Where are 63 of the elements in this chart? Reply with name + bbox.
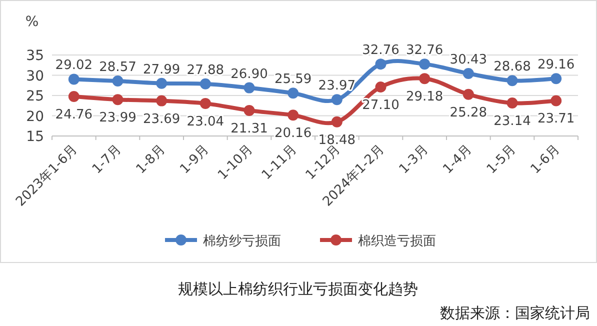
data-label: 30.43 — [450, 52, 488, 68]
data-label: 28.57 — [99, 60, 136, 76]
point — [375, 58, 386, 70]
data-label: 27.99 — [142, 62, 180, 78]
legend-label: 棉织造亏损面 — [358, 234, 436, 249]
x-tick-label: 1-4月 — [440, 142, 476, 178]
x-tick-label: 1-7月 — [90, 142, 125, 178]
data-label: 23.04 — [186, 114, 224, 130]
data-label: 29.18 — [406, 90, 444, 105]
x-tick-label: 1-3月 — [396, 142, 432, 178]
point — [506, 75, 518, 86]
data-label: 25.28 — [450, 105, 488, 120]
y-axis-title: % — [25, 14, 39, 30]
point — [462, 88, 474, 100]
y-tick-label: 15 — [26, 129, 44, 145]
text: 规模以上棉纺织行业亏损面变化趋势 — [178, 280, 418, 298]
data-label: 26.90 — [230, 66, 268, 82]
point — [156, 95, 168, 106]
data-label: 27.88 — [186, 62, 224, 78]
point — [550, 95, 562, 106]
point — [156, 78, 168, 89]
point — [244, 104, 255, 116]
point — [288, 110, 299, 121]
point — [331, 94, 342, 106]
point — [68, 90, 80, 102]
data-label: 29.02 — [55, 58, 93, 74]
source-note: 数据来源：国家统计局 — [440, 304, 590, 322]
point — [288, 88, 299, 99]
point — [375, 81, 386, 92]
data-label: 27.10 — [362, 98, 400, 113]
data-label: 32.76 — [362, 43, 400, 58]
x-tick-label: 1-6月 — [528, 142, 563, 178]
data-label: 32.76 — [406, 43, 444, 58]
point — [331, 116, 342, 128]
point — [244, 82, 255, 94]
data-label: 23.99 — [99, 110, 136, 126]
x-tick-label: 1-8月 — [134, 142, 168, 178]
point — [112, 94, 124, 106]
data-label: 28.68 — [494, 60, 531, 75]
point — [506, 98, 518, 109]
y-tick-label: 25 — [26, 88, 44, 104]
data-label: 20.16 — [274, 126, 312, 142]
data-label: 29.16 — [537, 58, 575, 73]
data-label: 25.59 — [274, 72, 312, 88]
y-tick-label: 35 — [26, 48, 44, 64]
point — [550, 73, 562, 84]
point — [200, 78, 211, 90]
data-label: 23.14 — [494, 114, 531, 130]
data-label: 23.71 — [537, 112, 575, 127]
point — [200, 98, 211, 109]
data-label: 23.69 — [142, 112, 180, 127]
point — [68, 74, 80, 85]
point — [462, 68, 474, 80]
y-tick-label: 30 — [26, 68, 44, 84]
point — [419, 73, 430, 84]
point — [419, 58, 430, 70]
x-tick-label: 1-9月 — [177, 142, 212, 178]
x-tick-label: 1-5月 — [484, 142, 520, 178]
legend-label: 棉纺纱亏损面 — [203, 234, 281, 249]
point — [112, 76, 124, 87]
data-label: 21.31 — [230, 121, 268, 136]
data-label: 24.76 — [55, 107, 93, 122]
y-tick-label: 20 — [26, 108, 44, 125]
